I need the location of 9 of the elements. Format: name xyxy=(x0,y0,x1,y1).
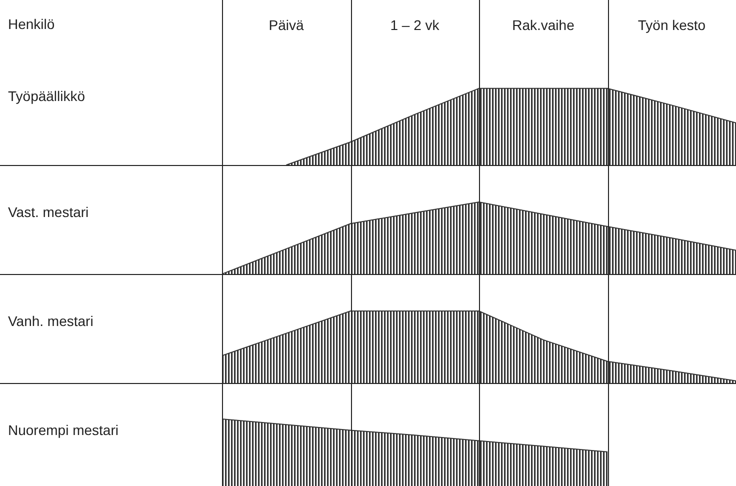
x-tick-label: Rak.vaihe xyxy=(512,17,575,33)
y-axis-title: Työpäällikkö xyxy=(8,88,86,104)
y-axis-title: Vanh. mestari xyxy=(8,313,94,329)
text: Henkilö xyxy=(8,16,55,32)
x-tick-label: 1 – 2 vk xyxy=(390,17,440,33)
y-axis-title: Nuorempi mestari xyxy=(8,422,118,438)
x-tick-label: Päivä xyxy=(268,17,304,33)
x-tick-label: Työn kesto xyxy=(638,17,706,33)
y-axis-title: Vast. mestari xyxy=(8,204,89,220)
